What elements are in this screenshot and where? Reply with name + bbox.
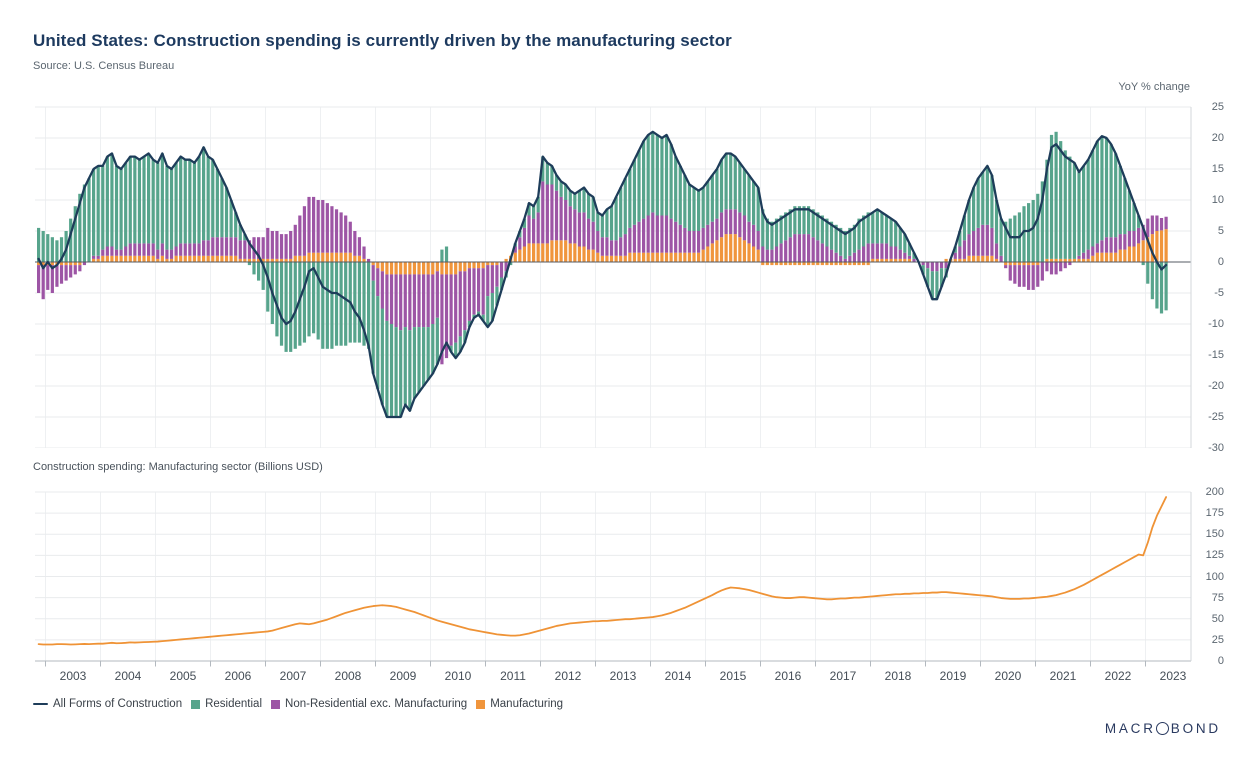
legend-label: Manufacturing <box>490 698 564 710</box>
x-tick-label: 2004 <box>114 669 142 683</box>
y-tick-label: 5 <box>1217 225 1224 237</box>
x-axis-labels: 2003 2004 2005 2006 2007 2008 2009 2010 2011 2012… <box>35 669 1225 687</box>
x-tick-label: 2010 <box>444 669 472 683</box>
y-tick-label: 200 <box>1205 486 1224 498</box>
x-tick-label: 2011 <box>500 669 526 683</box>
x-tick-label: 2014 <box>664 669 692 683</box>
y-tick-label: 50 <box>1211 612 1224 625</box>
y-tick-label: 0 <box>1217 655 1224 667</box>
y-tick-label: -15 <box>1208 349 1224 361</box>
logo-o-ring-icon <box>1155 722 1169 735</box>
chart-legend: All Forms of Construction Residential Non-… <box>33 698 563 710</box>
x-tick-label: 2019 <box>939 669 967 683</box>
y-tick-label: 25 <box>1211 633 1224 646</box>
x-tick-label: 2022 <box>1104 669 1132 683</box>
y-tick-label: 25 <box>1211 101 1224 113</box>
legend-item: Non-Residential exc. Manufacturing <box>271 698 467 710</box>
x-tick-label: 2015 <box>719 669 747 683</box>
legend-item: Residential <box>191 698 262 710</box>
y-tick-label: 15 <box>1211 163 1224 175</box>
legend-label: Non-Residential exc. Manufacturing <box>285 698 468 710</box>
x-tick-label: 2008 <box>334 669 362 683</box>
top-y-axis-labels: 25 20 15 10 5 0 -5 -10 -15 -20 -25 -30 <box>1196 100 1230 454</box>
legend-swatch-icon <box>271 699 281 709</box>
x-tick-label: 2006 <box>224 669 252 683</box>
x-tick-label: 2012 <box>554 669 582 683</box>
x-tick-label: 2021 <box>1049 669 1077 683</box>
y-tick-label: -25 <box>1208 411 1224 423</box>
bottom-chart-canvas <box>35 491 1192 667</box>
y-tick-label: -20 <box>1208 380 1224 392</box>
x-tick-label: 2020 <box>994 669 1022 683</box>
y-tick-label: -10 <box>1208 318 1224 330</box>
legend-label: All Forms of Construction <box>53 698 183 710</box>
y-tick-label: 125 <box>1205 549 1224 562</box>
macrobond-logo: MACR BOND <box>1105 721 1221 736</box>
source-label: Source: U.S. Census Bureau <box>33 60 175 72</box>
x-tick-label: 2018 <box>884 669 912 683</box>
x-tick-label: 2007 <box>279 669 307 683</box>
logo-text-left: MACR <box>1104 721 1156 736</box>
x-tick-label: 2003 <box>59 669 87 683</box>
x-tick-label: 2005 <box>169 669 197 683</box>
legend-item: All Forms of Construction <box>33 698 182 710</box>
bottom-panel-title: Construction spending: Manufacturing sec… <box>33 461 323 473</box>
y-tick-label: 20 <box>1211 132 1224 144</box>
x-tick-label: 2016 <box>774 669 802 683</box>
y-tick-label: 0 <box>1217 256 1224 268</box>
y-tick-label: 175 <box>1205 507 1224 520</box>
logo-text-right: BOND <box>1170 721 1221 736</box>
top-chart-canvas <box>35 106 1192 448</box>
y-tick-label: 150 <box>1205 528 1224 541</box>
x-tick-label: 2013 <box>609 669 637 683</box>
x-tick-label: 2023 <box>1159 669 1187 683</box>
legend-swatch-icon <box>191 699 201 709</box>
legend-item: Manufacturing <box>476 698 563 710</box>
legend-label: Residential <box>205 698 263 710</box>
top-axis-title: YoY % change <box>1118 81 1190 93</box>
bottom-y-axis-labels: 200 175 150 125 100 75 50 25 0 <box>1196 480 1230 670</box>
y-tick-label: 10 <box>1211 194 1224 206</box>
y-tick-label: -5 <box>1214 287 1224 299</box>
y-tick-label: 100 <box>1205 570 1224 583</box>
legend-swatch-icon <box>476 699 486 709</box>
x-tick-label: 2009 <box>389 669 417 683</box>
page-title: United States: Construction spending is … <box>33 31 732 50</box>
legend-swatch-icon <box>33 702 48 706</box>
y-tick-label: 75 <box>1211 591 1224 604</box>
x-tick-label: 2017 <box>829 669 857 683</box>
y-tick-label: -30 <box>1208 442 1224 454</box>
